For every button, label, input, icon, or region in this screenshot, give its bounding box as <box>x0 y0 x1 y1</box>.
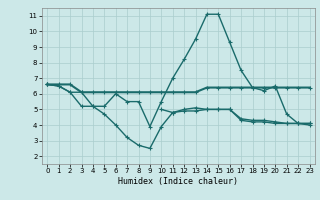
X-axis label: Humidex (Indice chaleur): Humidex (Indice chaleur) <box>118 177 238 186</box>
